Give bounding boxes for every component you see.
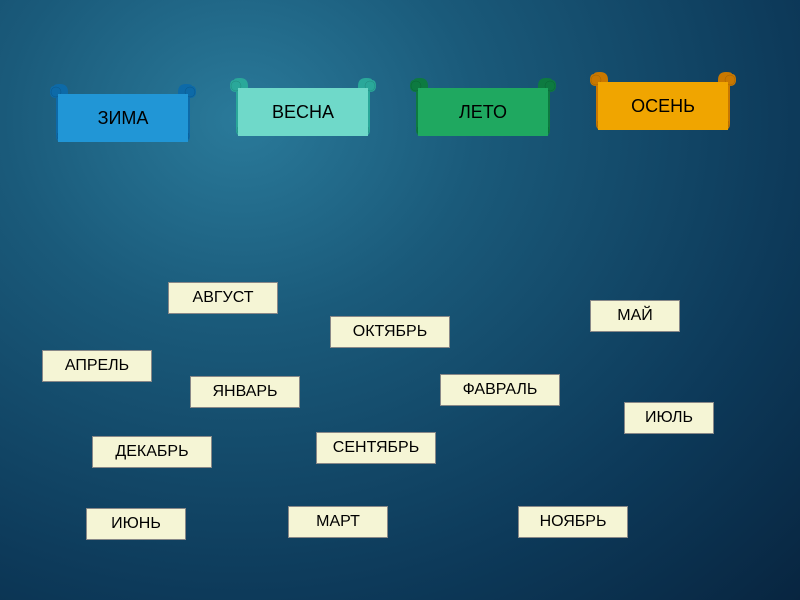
month-card[interactable]: МАЙ (590, 300, 680, 332)
season-label: ОСЕНЬ (598, 82, 728, 130)
season-label: ЛЕТО (418, 88, 548, 136)
month-card[interactable]: ИЮЛЬ (624, 402, 714, 434)
season-banner: ЛЕТО (408, 82, 558, 142)
season-label: ВЕСНА (238, 88, 368, 136)
season-banner: ОСЕНЬ (588, 76, 738, 136)
month-card[interactable]: ИЮНЬ (86, 508, 186, 540)
season-banner: ЗИМА (48, 88, 198, 148)
month-card[interactable]: ОКТЯБРЬ (330, 316, 450, 348)
month-card[interactable]: СЕНТЯБРЬ (316, 432, 436, 464)
season-label: ЗИМА (58, 94, 188, 142)
month-card[interactable]: МАРТ (288, 506, 388, 538)
month-card[interactable]: ФАВРАЛЬ (440, 374, 560, 406)
month-card[interactable]: АПРЕЛЬ (42, 350, 152, 382)
month-card[interactable]: НОЯБРЬ (518, 506, 628, 538)
season-banner: ВЕСНА (228, 82, 378, 142)
month-card[interactable]: ДЕКАБРЬ (92, 436, 212, 468)
month-card[interactable]: ЯНВАРЬ (190, 376, 300, 408)
month-card[interactable]: АВГУСТ (168, 282, 278, 314)
